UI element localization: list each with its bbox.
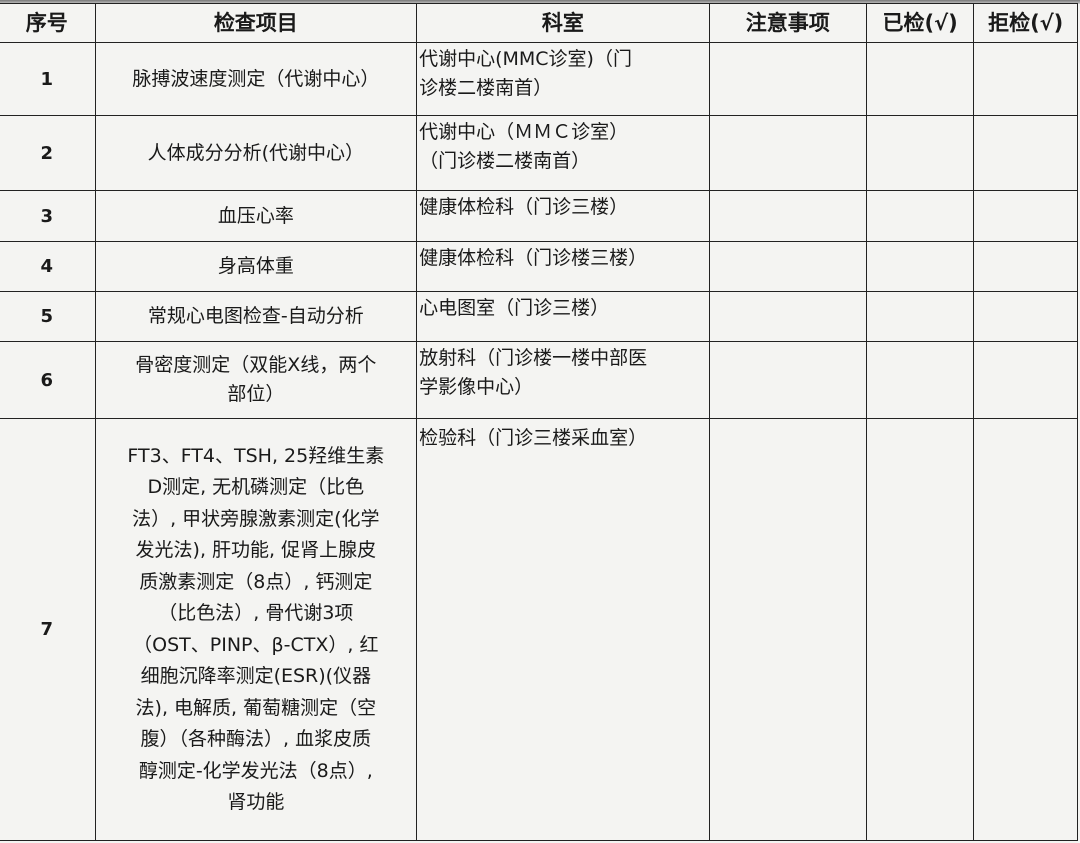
department-cell: 代谢中心（ＭＭＣ诊室） （门诊楼二楼南首） <box>416 115 710 191</box>
row-number: 5 <box>0 291 96 342</box>
refused-cell[interactable] <box>973 241 1078 292</box>
notes-cell[interactable] <box>708 418 867 841</box>
department-line: 学影像中心） <box>419 376 534 398</box>
exam-item-cell: 常规心电图检查-自动分析 <box>94 291 418 342</box>
exam-item-line: FT3、FT4、TSH, 25羟维生素 <box>127 444 385 467</box>
exam-item-line: 身高体重 <box>217 255 294 277</box>
table-row: 5 常规心电图检查-自动分析 心电图室（门诊三楼） <box>0 291 1078 342</box>
refused-cell[interactable] <box>973 42 1078 116</box>
department-line: （门诊楼二楼南首） <box>419 150 591 172</box>
scan-edge <box>0 0 1080 4</box>
exam-item-line: 常规心电图检查-自动分析 <box>147 305 364 327</box>
exam-item-line: 部位） <box>227 383 285 405</box>
department-line: 代谢中心（ＭＭＣ诊室） <box>419 121 629 143</box>
table-row: 7 FT3、FT4、TSH, 25羟维生素 D测定, 无机磷测定（比色 法）, 甲状旁… <box>0 418 1078 841</box>
department-cell: 心电图室（门诊三楼） <box>416 291 710 342</box>
checked-cell[interactable] <box>865 291 975 342</box>
exam-item-line: 肾功能 <box>227 791 285 813</box>
exam-item-line: 醇测定-化学发光法（8点）, <box>138 759 373 782</box>
refused-cell[interactable] <box>973 418 1078 841</box>
exam-item-line: （OST、PINP、β-CTX）, 红 <box>133 633 379 656</box>
header-done: 已检(√) <box>865 3 975 43</box>
exam-item-line: 人体成分分析(代谢中心） <box>147 141 365 164</box>
row-number: 1 <box>0 42 96 116</box>
checked-cell[interactable] <box>865 42 975 116</box>
table-row: 2 人体成分分析(代谢中心） 代谢中心（ＭＭＣ诊室） （门诊楼二楼南首） <box>0 115 1078 191</box>
department-line: 诊楼二楼南首） <box>419 77 553 99</box>
checked-cell[interactable] <box>865 115 975 191</box>
exam-item-line: （比色法）, 骨代谢3项 <box>158 602 354 624</box>
exam-item-line: D测定, 无机磷测定（比色 <box>147 476 365 498</box>
header-notes: 注意事项 <box>708 3 867 43</box>
checked-cell[interactable] <box>865 190 975 242</box>
header-item: 检查项目 <box>94 3 418 43</box>
table-row: 3 血压心率 健康体检科（门诊三楼） <box>0 190 1078 242</box>
department-cell: 检验科（门诊三楼采血室） <box>416 418 710 841</box>
exam-item-cell: 身高体重 <box>94 241 418 292</box>
exam-item-line: 血压心率 <box>217 204 294 227</box>
exam-item-line: 细胞沉降率测定(ESR)(仪器 <box>140 665 372 687</box>
row-number: 4 <box>0 241 96 292</box>
notes-cell[interactable] <box>708 291 867 342</box>
refused-cell[interactable] <box>973 115 1078 191</box>
exam-item-cell: FT3、FT4、TSH, 25羟维生素 D测定, 无机磷测定（比色 法）, 甲状旁腺… <box>94 418 418 841</box>
department-line: 检验科（门诊三楼采血室） <box>419 427 648 449</box>
department-cell: 健康体检科（门诊三楼） <box>416 190 710 242</box>
refused-cell[interactable] <box>973 341 1078 419</box>
refused-cell[interactable] <box>973 190 1078 242</box>
row-number: 6 <box>0 341 96 419</box>
exam-item-cell: 骨密度测定（双能X线，两个 部位） <box>94 341 418 419</box>
checked-cell[interactable] <box>865 418 975 841</box>
checked-cell[interactable] <box>865 341 975 419</box>
checked-cell[interactable] <box>865 241 975 292</box>
refused-cell[interactable] <box>973 291 1078 342</box>
exam-item-cell: 人体成分分析(代谢中心） <box>94 115 418 191</box>
department-line: 健康体检科（门诊楼三楼） <box>419 247 648 269</box>
exam-item-line: 骨密度测定（双能X线，两个 <box>135 354 377 376</box>
exam-checklist-table: 序号 检查项目 科室 注意事项 已检(√) 拒检(√) 1 脉搏波速度测定（代谢中… <box>0 3 1078 841</box>
exam-item-line: 发光法), 肝功能, 促肾上腺皮 <box>135 539 377 561</box>
department-line: 代谢中心(MMC诊室)（门 <box>419 48 632 70</box>
notes-cell[interactable] <box>708 190 867 242</box>
department-cell: 代谢中心(MMC诊室)（门 诊楼二楼南首） <box>416 42 710 116</box>
department-cell: 放射科（门诊楼一楼中部医 学影像中心） <box>416 341 710 419</box>
department-cell: 健康体检科（门诊楼三楼） <box>416 241 710 292</box>
department-line: 心电图室（门诊三楼） <box>419 297 610 319</box>
notes-cell[interactable] <box>708 42 867 116</box>
row-number: 7 <box>0 418 96 841</box>
header-no: 序号 <box>0 3 96 43</box>
exam-item-line: 法), 电解质, 葡萄糖测定（空 <box>135 696 377 719</box>
notes-cell[interactable] <box>708 115 867 191</box>
exam-item-cell: 血压心率 <box>94 190 418 242</box>
exam-item-cell: 脉搏波速度测定（代谢中心） <box>94 42 418 116</box>
exam-item-line: 法）, 甲状旁腺激素测定(化学 <box>132 507 380 530</box>
table-row: 4 身高体重 健康体检科（门诊楼三楼） <box>0 241 1078 292</box>
exam-item-line: 脉搏波速度测定（代谢中心） <box>132 67 380 90</box>
row-number: 3 <box>0 190 96 242</box>
row-number: 2 <box>0 115 96 191</box>
header-dept: 科室 <box>416 3 710 43</box>
notes-cell[interactable] <box>708 241 867 292</box>
header-refused: 拒检(√) <box>973 3 1078 43</box>
table-row: 6 骨密度测定（双能X线，两个 部位） 放射科（门诊楼一楼中部医 学影像中心） <box>0 341 1078 419</box>
department-line: 放射科（门诊楼一楼中部医 <box>419 347 648 369</box>
exam-item-line: 质激素测定（8点）, 钙测定 <box>139 570 373 593</box>
notes-cell[interactable] <box>708 341 867 419</box>
exam-item-line: 腹）（各种酶法）, 血浆皮质 <box>140 728 372 750</box>
table-row: 1 脉搏波速度测定（代谢中心） 代谢中心(MMC诊室)（门 诊楼二楼南首） <box>0 42 1078 116</box>
header-row: 序号 检查项目 科室 注意事项 已检(√) 拒检(√) <box>0 3 1078 43</box>
department-line: 健康体检科（门诊三楼） <box>419 196 629 218</box>
